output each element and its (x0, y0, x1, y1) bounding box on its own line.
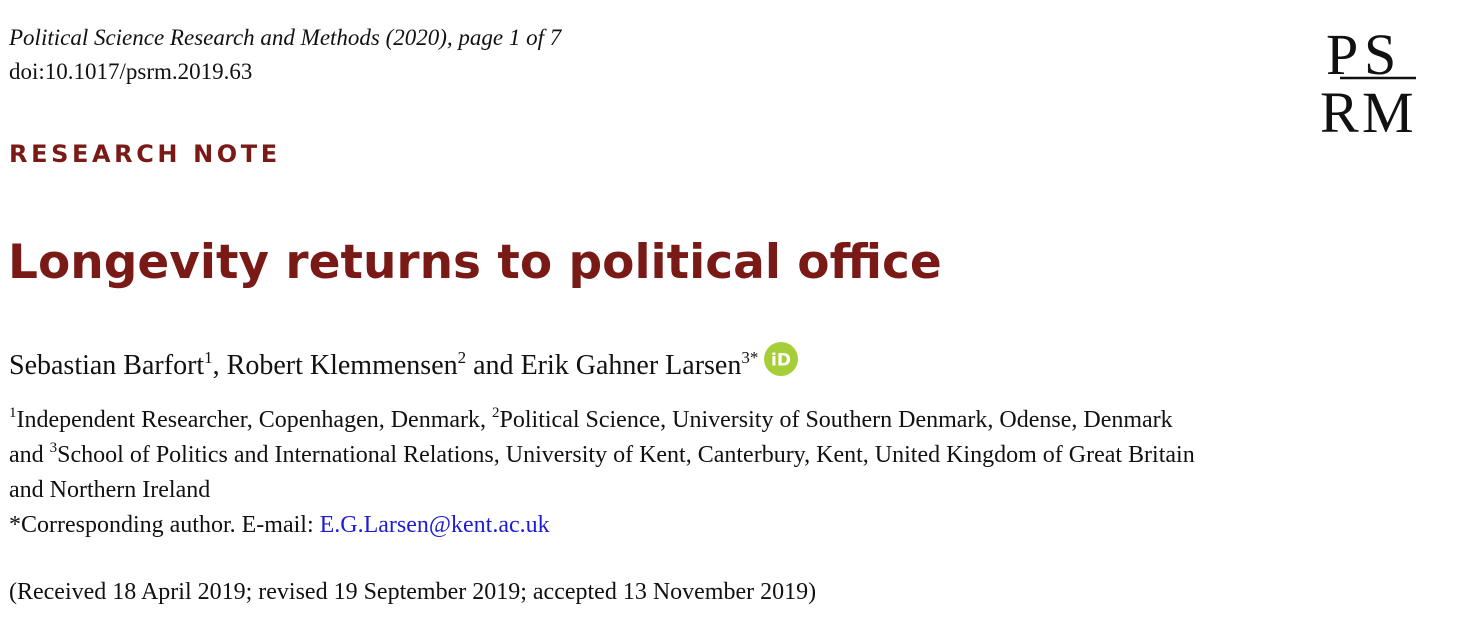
author-affiliation-marker[interactable]: 2 (457, 348, 467, 367)
affiliation-marker: 3 (49, 440, 58, 456)
author-name[interactable]: Robert Klemmensen (226, 350, 458, 381)
section-label: RESEARCH NOTE (9, 140, 281, 168)
author-affiliation-marker[interactable]: 3* (741, 348, 759, 367)
author-list: Sebastian Barfort1, Robert Klemmensen2 a… (9, 340, 799, 386)
affiliation-marker: 2 (492, 405, 500, 421)
svg-text:M: M (1362, 80, 1414, 136)
corresponding-author: *Corresponding author. E-mail: E.G.Larse… (9, 508, 1449, 543)
svg-text:S: S (1364, 22, 1396, 87)
affiliation-text: School of Politics and International Rel… (57, 442, 1195, 468)
affiliations: 1Independent Researcher, Copenhagen, Den… (9, 403, 1449, 543)
affiliation-line: and Northern Ireland (9, 473, 1449, 508)
orcid-label: iD (771, 351, 791, 371)
author-separator: , (212, 350, 227, 381)
affiliation-marker: 1 (9, 405, 17, 421)
affiliation-text: and (9, 442, 50, 468)
author-name[interactable]: Sebastian Barfort (9, 350, 205, 381)
affiliation-text: and Northern Ireland (9, 477, 211, 503)
received-dates: (Received 18 April 2019; revised 19 Sept… (9, 579, 817, 605)
svg-text:P: P (1326, 22, 1358, 87)
doi: doi:10.1017/psrm.2019.63 (9, 59, 253, 84)
affiliation-text: Independent Researcher, Copenhagen, Denm… (16, 407, 493, 433)
affiliation-line: 1Independent Researcher, Copenhagen, Den… (9, 403, 1449, 438)
svg-text:R: R (1320, 80, 1359, 136)
article-title: Longevity returns to political office (8, 235, 942, 290)
author-name[interactable]: Erik Gahner Larsen (520, 350, 742, 381)
author-separator: and (466, 350, 521, 381)
corresponding-label: *Corresponding author. E-mail: (9, 512, 320, 538)
affiliation-line: and 3School of Politics and Internationa… (9, 438, 1449, 473)
affiliation-text: Political Science, University of Souther… (499, 407, 1173, 433)
author-affiliation-marker[interactable]: 1 (204, 348, 213, 367)
journal-citation: Political Science Research and Methods (… (9, 25, 562, 50)
orcid-icon[interactable]: iD (764, 342, 799, 386)
psrm-logo: P S R M (1318, 22, 1438, 136)
email-link[interactable]: E.G.Larsen@kent.ac.uk (319, 512, 550, 538)
